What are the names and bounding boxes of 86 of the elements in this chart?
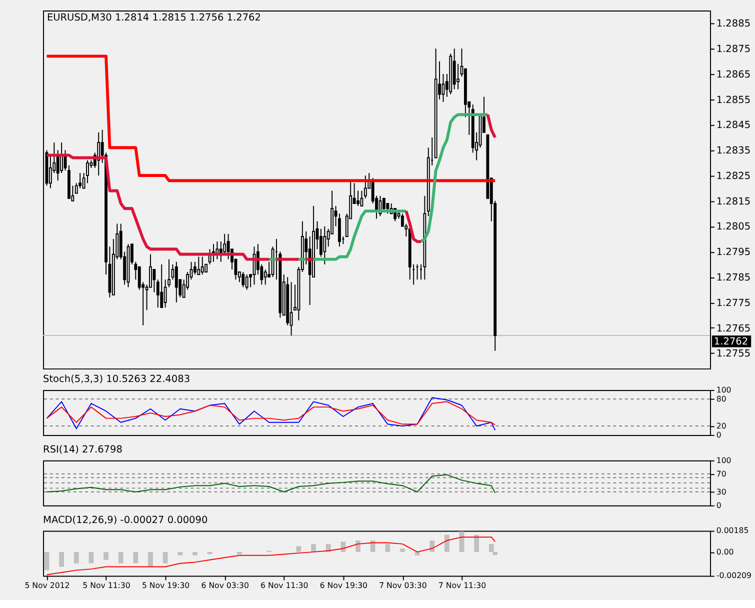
candlestick (193, 261, 196, 276)
bar (385, 544, 390, 552)
candlestick (200, 256, 204, 276)
y-tick-label: 0 (716, 500, 722, 510)
bar (370, 540, 376, 552)
x-tick-label: 7 Nov 11:30 (438, 581, 486, 590)
y-tick-label: 1.2885 (716, 18, 751, 30)
bar (414, 552, 420, 556)
y-tick-label: 0.00185 (716, 526, 749, 536)
candlestick (442, 73, 445, 102)
chart-title: RSI(14) 27.6798 (43, 444, 122, 456)
candlestick (356, 190, 360, 206)
candlestick (360, 190, 364, 206)
x-tick-label: 6 Nov 11:30 (260, 581, 308, 590)
bar (148, 552, 153, 567)
candlestick (323, 226, 326, 265)
y-tick-label: -0.00209 (716, 571, 752, 580)
y-tick-label: 1.2875 (716, 44, 751, 56)
line-series (45, 54, 497, 182)
y-tick-label: 80 (716, 394, 726, 404)
chart-title: MACD(12,26,9) -0.00027 0.00090 (43, 514, 208, 526)
y-tick-label: 1.2795 (716, 247, 751, 258)
candlestick (160, 264, 164, 308)
y-tick-label: 1.2805 (716, 222, 751, 233)
y-tick-label: 20 (716, 421, 726, 430)
y-tick-label: 1.2755 (716, 348, 751, 360)
x-tick-label: 5 Nov 2012 (24, 581, 70, 590)
x-tick-label: 5 Nov 11:30 (82, 581, 130, 590)
candlestick (226, 233, 230, 260)
bar (74, 552, 79, 564)
bar (133, 552, 138, 564)
candlestick (364, 175, 367, 199)
line-series (46, 397, 496, 431)
bar (430, 540, 435, 552)
chart-title: Stoch(5,3,3) 10.5263 22.4083 (43, 374, 190, 386)
bar (488, 544, 494, 552)
y-tick-label: 1.2775 (716, 298, 751, 309)
y-tick-label: 30 (716, 487, 726, 496)
y-tick-label: 1.2845 (716, 120, 751, 132)
bar (311, 544, 316, 552)
bar (88, 552, 94, 564)
y-tick-label: 100 (716, 385, 732, 394)
candlestick (452, 48, 456, 90)
x-tick-label: 6 Nov 03:30 (201, 581, 249, 590)
bar (356, 540, 360, 552)
bar (178, 552, 183, 556)
candlestick (245, 274, 248, 290)
y-tick-label: 1.2825 (716, 170, 751, 182)
bar (104, 552, 108, 560)
y-tick-label: 70 (716, 469, 726, 478)
bar (340, 542, 346, 552)
line-series (46, 474, 496, 494)
bar (44, 552, 50, 570)
candlestick (290, 282, 293, 336)
x-tick-label: 7 Nov 03:30 (379, 581, 427, 590)
y-tick-label: 0.00 (716, 547, 734, 556)
bar (444, 534, 450, 552)
x-tick-label: 6 Nov 19:30 (320, 581, 368, 590)
candlestick (152, 268, 156, 293)
chart-title: EURUSD,M30 1.2814 1.2815 1.2756 1.2762 (46, 12, 261, 24)
line-series (46, 401, 496, 426)
bar (162, 552, 168, 564)
y-tick-label: 1.2835 (716, 146, 751, 157)
candlestick (197, 256, 200, 276)
y-tick-label: 1.2865 (716, 69, 751, 80)
candlestick (174, 261, 178, 303)
candlestick (242, 272, 245, 288)
y-tick-label: 0 (716, 430, 722, 440)
ref-line-label: 1.2762 (714, 336, 748, 348)
y-tick-label: 1.2765 (716, 323, 751, 334)
bar (59, 552, 64, 567)
candlestick (456, 63, 460, 90)
bar (296, 546, 302, 552)
y-tick-label: 1.2855 (716, 94, 751, 106)
line-series (46, 536, 496, 576)
y-tick-label: 100 (716, 456, 732, 465)
candlestick (382, 198, 386, 212)
bar (474, 534, 480, 552)
x-tick-label: 5 Nov 19:30 (142, 581, 190, 590)
y-tick-label: 1.2815 (716, 196, 751, 208)
bar (118, 552, 124, 564)
y-tick-label: 1.2785 (716, 272, 751, 284)
bar (192, 552, 198, 556)
bar (400, 548, 405, 552)
candlestick (97, 132, 100, 176)
candlestick (60, 142, 64, 174)
